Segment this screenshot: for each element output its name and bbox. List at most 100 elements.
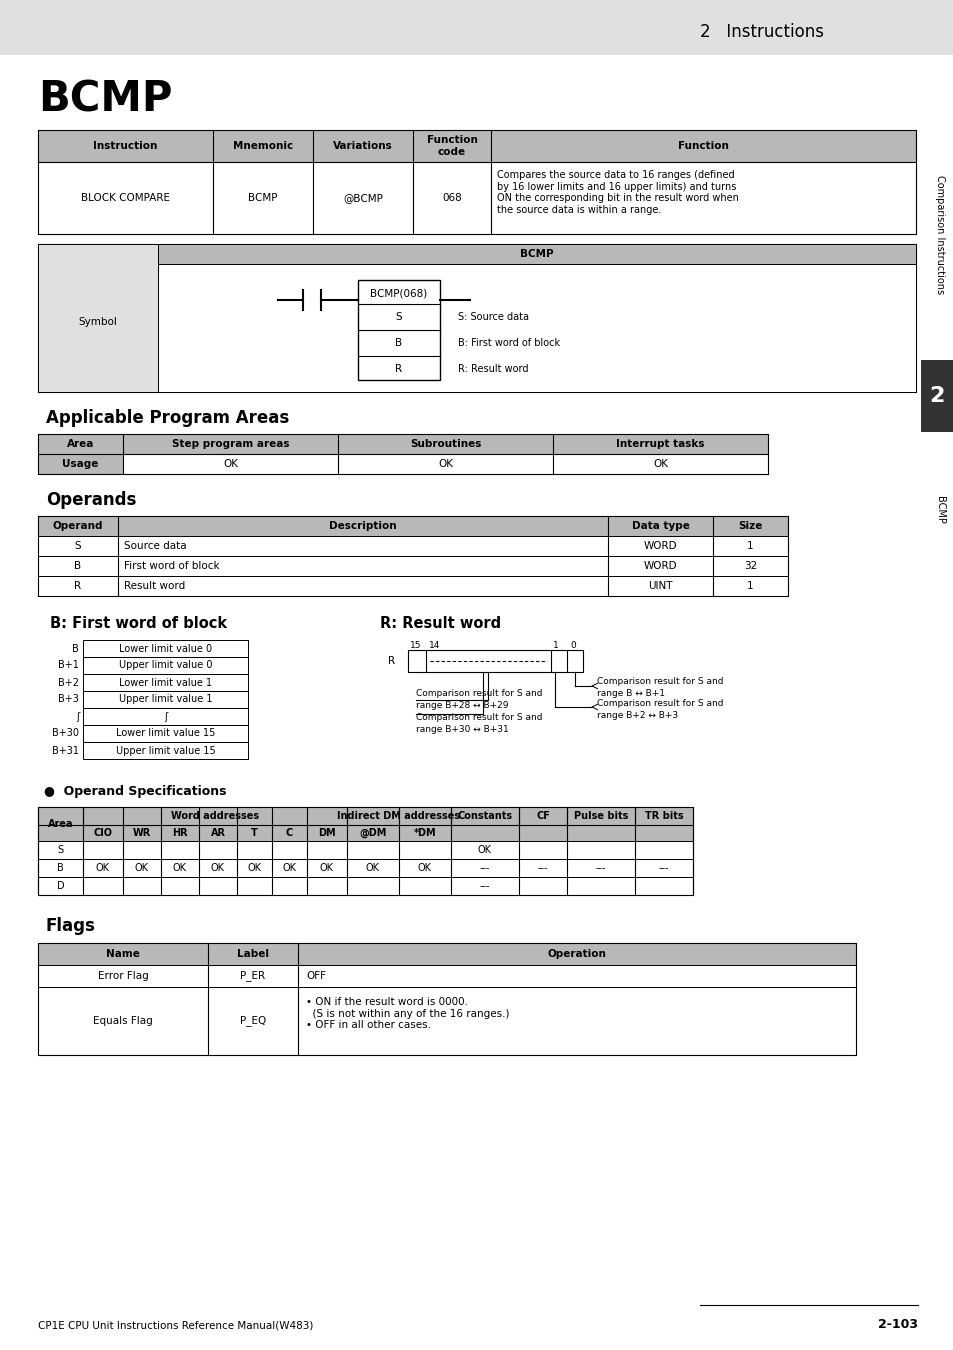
Text: Upper limit value 15: Upper limit value 15: [115, 745, 215, 756]
Bar: [38, 130, 915, 234]
Text: B+3: B+3: [58, 694, 79, 705]
Text: OK: OK: [417, 863, 432, 873]
Text: Operands: Operands: [46, 491, 136, 509]
Text: Equals Flag: Equals Flag: [93, 1017, 152, 1026]
Text: B: First word of block: B: First word of block: [457, 338, 559, 348]
Text: B+30: B+30: [52, 729, 79, 738]
Bar: [38, 244, 158, 392]
Bar: [408, 649, 582, 672]
Text: P_ER: P_ER: [240, 971, 265, 981]
Bar: [38, 433, 767, 474]
Text: Applicable Program Areas: Applicable Program Areas: [46, 409, 289, 427]
Text: Pulse bits: Pulse bits: [573, 811, 627, 821]
Text: OK: OK: [247, 863, 261, 873]
Bar: [38, 516, 787, 595]
Text: 0: 0: [569, 640, 576, 649]
Text: CIO: CIO: [93, 828, 112, 838]
Text: 32: 32: [743, 562, 757, 571]
Text: Function
code: Function code: [426, 135, 476, 157]
Text: • ON if the result word is 0000.
  (S is not within any of the 16 ranges.)
• OFF: • ON if the result word is 0000. (S is n…: [306, 998, 509, 1030]
Text: HR: HR: [172, 828, 188, 838]
Text: Interrupt tasks: Interrupt tasks: [616, 439, 704, 450]
Text: Label: Label: [236, 949, 269, 958]
Text: S: S: [57, 845, 64, 855]
Bar: [920, 360, 953, 432]
Text: BCMP: BCMP: [248, 193, 277, 202]
Text: Variations: Variations: [333, 140, 393, 151]
Text: OFF: OFF: [306, 971, 326, 981]
Text: B: B: [72, 644, 79, 653]
Text: 2-103: 2-103: [877, 1319, 917, 1331]
Text: OK: OK: [135, 863, 149, 873]
Text: ʃ: ʃ: [164, 711, 167, 721]
Text: OK: OK: [437, 459, 453, 468]
Text: Subroutines: Subroutines: [410, 439, 480, 450]
Text: range B+30 ↔ B+31: range B+30 ↔ B+31: [416, 725, 508, 734]
Text: OK: OK: [172, 863, 187, 873]
Text: DM: DM: [318, 828, 335, 838]
Bar: [357, 279, 439, 379]
Text: CF: CF: [536, 811, 549, 821]
Text: R: R: [74, 580, 81, 591]
Text: Result word: Result word: [124, 580, 185, 591]
Bar: [158, 265, 915, 392]
Text: B: B: [74, 562, 81, 571]
Text: 2   Instructions: 2 Instructions: [700, 23, 823, 40]
Text: Flags: Flags: [46, 917, 95, 936]
Text: Comparison result for S and: Comparison result for S and: [416, 690, 542, 698]
Text: range B+2 ↔ B+3: range B+2 ↔ B+3: [597, 710, 678, 720]
Text: 1: 1: [746, 580, 753, 591]
Text: B+2: B+2: [58, 678, 79, 687]
Text: Instruction: Instruction: [93, 140, 157, 151]
Text: R: R: [388, 656, 395, 666]
Text: Comparison result for S and: Comparison result for S and: [597, 698, 722, 707]
Bar: [38, 244, 915, 392]
Text: Upper limit value 0: Upper limit value 0: [118, 660, 212, 671]
Text: C: C: [286, 828, 293, 838]
Text: ---: ---: [479, 882, 490, 891]
Bar: [38, 130, 915, 162]
Text: S: S: [395, 312, 402, 323]
Text: TR bits: TR bits: [644, 811, 682, 821]
Text: Name: Name: [106, 949, 140, 958]
Text: Compares the source data to 16 ranges (defined
by 16 lower limits and 16 upper l: Compares the source data to 16 ranges (d…: [497, 170, 739, 215]
Text: BCMP(068): BCMP(068): [370, 288, 427, 298]
Bar: [38, 244, 915, 265]
Bar: [38, 944, 855, 1054]
Text: BCMP: BCMP: [519, 248, 554, 259]
Text: B+31: B+31: [52, 745, 79, 756]
Bar: [38, 516, 787, 536]
Text: ---: ---: [659, 863, 669, 873]
Text: 14: 14: [429, 640, 440, 649]
Text: OK: OK: [96, 863, 110, 873]
Text: BLOCK COMPARE: BLOCK COMPARE: [81, 193, 170, 202]
Text: R: R: [395, 364, 402, 374]
Bar: [38, 841, 692, 859]
Text: OK: OK: [319, 863, 334, 873]
Text: range B+28 ↔ B+29: range B+28 ↔ B+29: [416, 702, 508, 710]
Text: Comparison result for S and: Comparison result for S and: [597, 678, 722, 687]
Text: Data type: Data type: [631, 521, 689, 531]
Bar: [38, 965, 855, 987]
Text: 068: 068: [441, 193, 461, 202]
Bar: [83, 691, 248, 707]
Text: Error Flag: Error Flag: [97, 971, 149, 981]
Text: 1: 1: [746, 541, 753, 551]
Text: ʃ: ʃ: [75, 711, 79, 721]
Text: Function: Function: [678, 140, 728, 151]
Text: Constants: Constants: [456, 811, 512, 821]
Text: Comparison result for S and: Comparison result for S and: [416, 714, 542, 722]
Text: Operation: Operation: [547, 949, 606, 958]
Text: Area: Area: [67, 439, 94, 450]
Bar: [83, 640, 248, 657]
Text: Usage: Usage: [62, 459, 98, 468]
Text: Size: Size: [738, 521, 761, 531]
Text: Comparison Instructions: Comparison Instructions: [934, 176, 944, 294]
Text: OK: OK: [282, 863, 296, 873]
Text: D: D: [56, 882, 64, 891]
Text: ●  Operand Specifications: ● Operand Specifications: [44, 784, 226, 798]
Text: R: Result word: R: Result word: [457, 364, 528, 374]
Bar: [38, 556, 787, 576]
Text: B: B: [395, 338, 402, 348]
Text: B+1: B+1: [58, 660, 79, 671]
